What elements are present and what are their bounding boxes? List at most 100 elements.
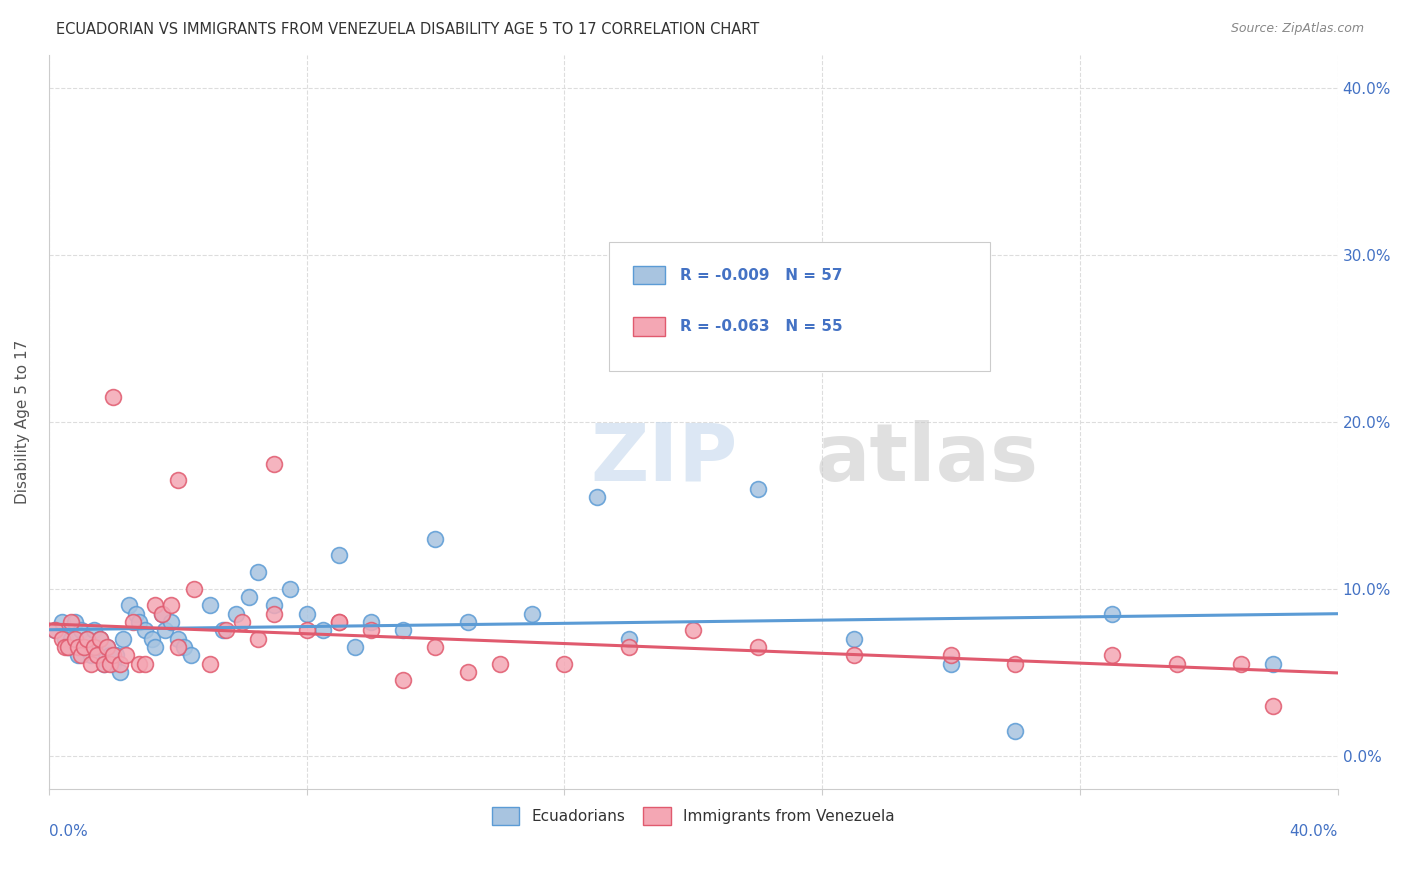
Text: 40.0%: 40.0% [1289, 824, 1337, 839]
Point [121, 615, 143, 629]
Point [844, 632, 866, 646]
Point [328, 549, 350, 563]
Text: Source: ZipAtlas.com: Source: ZipAtlas.com [1230, 22, 1364, 36]
Point [63, 615, 86, 629]
Point [585, 490, 607, 504]
Text: R = -0.009   N = 57: R = -0.009 N = 57 [681, 268, 842, 283]
Point [60, 615, 83, 629]
Point [425, 532, 447, 546]
Point [98, 657, 121, 671]
Point [231, 615, 253, 629]
Point [79, 648, 101, 663]
Point [553, 657, 575, 671]
Point [83, 624, 105, 638]
Point [96, 640, 118, 654]
Point [360, 615, 382, 629]
Point [392, 673, 415, 688]
Point [53, 632, 76, 646]
Point [360, 624, 382, 638]
Point [328, 615, 350, 629]
Point [108, 665, 131, 680]
Point [51, 632, 73, 646]
Point [103, 648, 125, 663]
Point [160, 615, 183, 629]
Point [238, 590, 260, 604]
Point [160, 599, 183, 613]
Point [1166, 657, 1188, 671]
Point [1230, 657, 1253, 671]
Point [134, 657, 156, 671]
Point [89, 632, 111, 646]
Y-axis label: Disability Age 5 to 17: Disability Age 5 to 17 [15, 340, 30, 504]
Text: R = -0.063   N = 55: R = -0.063 N = 55 [681, 319, 844, 334]
Point [111, 632, 134, 646]
Point [115, 648, 138, 663]
Point [263, 599, 285, 613]
Point [166, 640, 188, 654]
Point [1004, 723, 1026, 738]
Point [198, 599, 221, 613]
Point [56, 640, 79, 654]
Point [89, 632, 111, 646]
Legend: Ecuadorians, Immigrants from Venezuela: Ecuadorians, Immigrants from Venezuela [485, 801, 901, 831]
Point [939, 648, 962, 663]
Point [44, 624, 66, 638]
Point [247, 632, 270, 646]
Point [128, 657, 150, 671]
Point [125, 607, 148, 621]
Point [425, 640, 447, 654]
Point [198, 657, 221, 671]
Point [328, 615, 350, 629]
Point [108, 657, 131, 671]
Point [173, 640, 195, 654]
Point [280, 582, 302, 596]
Point [225, 607, 247, 621]
Point [489, 657, 512, 671]
Point [73, 640, 96, 654]
Point [1263, 698, 1285, 713]
Point [143, 599, 166, 613]
Point [93, 657, 115, 671]
Point [76, 632, 98, 646]
Point [844, 648, 866, 663]
Point [79, 657, 101, 671]
Point [86, 640, 108, 654]
FancyBboxPatch shape [609, 243, 990, 371]
Point [53, 640, 76, 654]
Point [105, 648, 128, 663]
Point [215, 624, 238, 638]
Text: 0.0%: 0.0% [49, 824, 87, 839]
Point [747, 640, 769, 654]
Point [70, 648, 93, 663]
Point [103, 657, 125, 671]
Point [1004, 657, 1026, 671]
Point [93, 657, 115, 671]
Point [56, 640, 79, 654]
Point [63, 632, 86, 646]
Point [70, 624, 93, 638]
Point [1101, 607, 1123, 621]
Point [183, 582, 205, 596]
Point [76, 632, 98, 646]
Point [1101, 648, 1123, 663]
Point [343, 640, 366, 654]
Point [295, 624, 318, 638]
Point [83, 640, 105, 654]
Point [392, 624, 415, 638]
Point [150, 607, 173, 621]
Point [128, 615, 150, 629]
Point [263, 457, 285, 471]
Point [134, 624, 156, 638]
Point [180, 648, 202, 663]
Point [520, 607, 543, 621]
Point [103, 390, 125, 404]
Text: ECUADORIAN VS IMMIGRANTS FROM VENEZUELA DISABILITY AGE 5 TO 17 CORRELATION CHART: ECUADORIAN VS IMMIGRANTS FROM VENEZUELA … [56, 22, 759, 37]
Point [311, 624, 333, 638]
Point [150, 607, 173, 621]
Point [166, 632, 188, 646]
Text: ZIP: ZIP [591, 420, 737, 498]
Point [295, 607, 318, 621]
Point [247, 565, 270, 579]
Point [141, 632, 163, 646]
Bar [633, 266, 665, 285]
